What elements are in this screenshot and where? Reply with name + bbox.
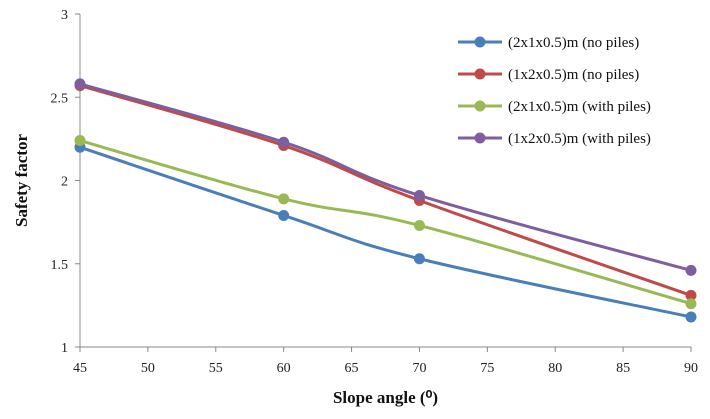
y-axis-title: Safety factor [12,134,31,227]
series-line [78,145,693,319]
series-layer [74,78,697,323]
legend-item: (1x2x0.5)m (with piles) [458,131,651,147]
data-point [74,135,86,147]
legend-item: (1x2x0.5)m (no piles) [458,67,639,83]
x-tick-label: 45 [73,361,87,376]
x-tick-label: 80 [548,361,562,376]
data-point [685,311,697,323]
legend-item: (2x1x0.5)m (with piles) [458,99,651,115]
legend-swatch-marker [474,132,486,144]
x-tick-label: 90 [684,361,698,376]
data-point [278,193,290,205]
series-line [78,139,693,306]
legend-label: (1x2x0.5)m (no piles) [508,67,639,83]
series-line [78,82,693,272]
series-1 [74,141,697,323]
y-tick-label: 1.5 [51,258,69,273]
x-tick-label: 55 [209,361,223,376]
y-tick-label: 1 [61,341,68,356]
x-tick-label: 60 [277,361,291,376]
series-3 [74,135,697,310]
series-line [78,84,693,297]
legend-item: (2x1x0.5)m (no piles) [458,35,639,51]
data-point [74,78,86,90]
x-tick-label: 85 [616,361,630,376]
legend-swatch-marker [474,68,486,80]
y-tick-labels: 1 1.5 2 2.5 3 [51,8,80,356]
legend-label: (2x1x0.5)m (no piles) [508,35,639,51]
x-tick-label: 70 [412,361,426,376]
data-point [278,136,290,148]
legend: (2x1x0.5)m (no piles) (1x2x0.5)m (no pile… [458,35,651,147]
data-point [413,189,425,201]
y-tick-label: 2 [61,175,68,190]
legend-label: (2x1x0.5)m (with piles) [508,99,651,115]
data-point [685,289,697,301]
legend-swatch-marker [474,36,486,48]
legend-label: (1x2x0.5)m (with piles) [508,131,651,147]
data-point [413,253,425,265]
data-point [278,209,290,221]
x-axis-title: Slope angle (⁰) [333,388,438,407]
data-point [685,264,697,276]
series-4 [74,78,697,276]
legend-swatch-marker [474,100,486,112]
y-tick-label: 3 [61,8,68,23]
data-point [685,298,697,310]
x-tick-label: 65 [345,361,359,376]
x-tick-label: 75 [480,361,494,376]
x-tick-labels: 45 50 55 60 65 70 75 80 85 90 [73,347,698,376]
y-tick-label: 2.5 [51,91,69,106]
x-tick-label: 50 [141,361,155,376]
data-point [413,219,425,231]
